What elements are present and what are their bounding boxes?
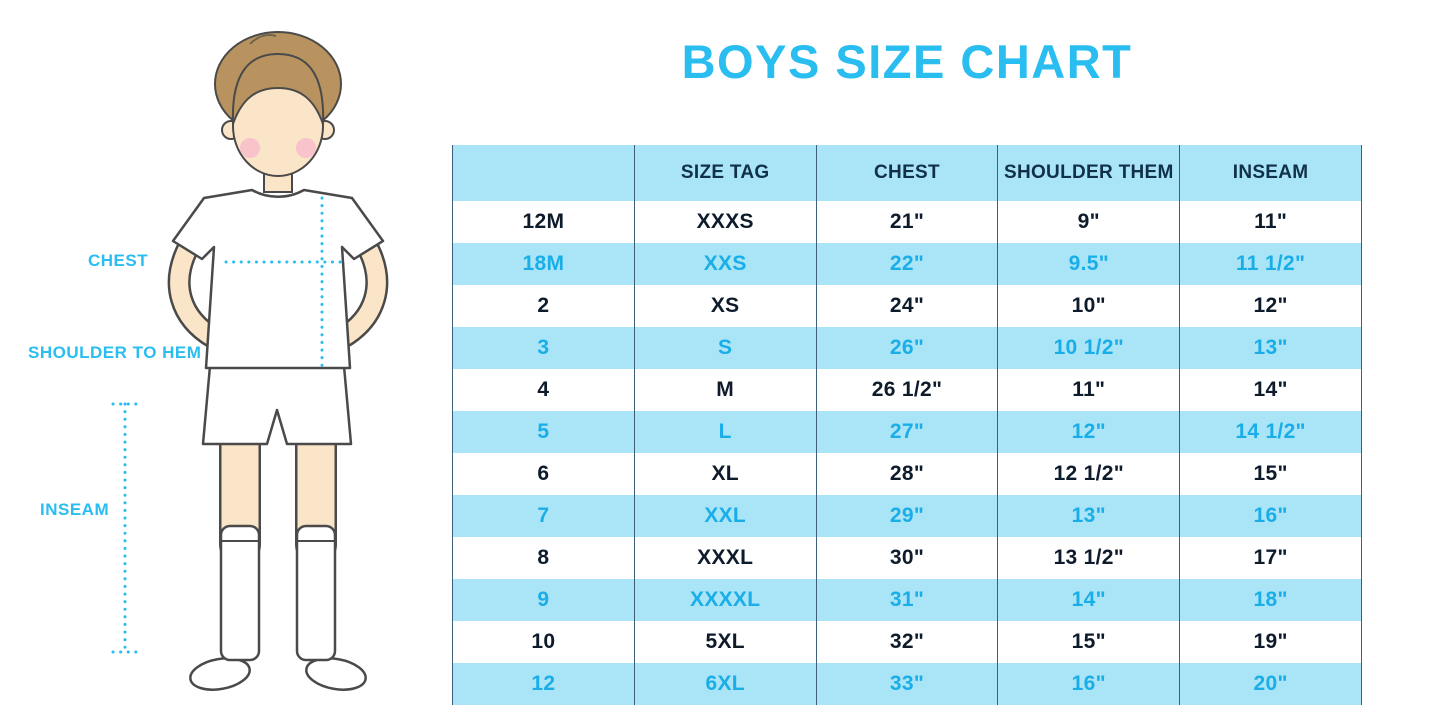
table-cell: 20" <box>1179 663 1362 705</box>
table-row: 2 XS 24" 10" 12" <box>452 285 1362 327</box>
table-cell: XXXL <box>633 537 817 579</box>
boy-blush-right <box>296 138 316 158</box>
table-cell: 8 <box>452 537 635 579</box>
boy-diagram: CHEST SHOULDER TO HEM INSEAM <box>0 0 445 723</box>
table-cell: XXL <box>633 495 817 537</box>
table-row: 10 5XL 32" 15" 19" <box>452 621 1362 663</box>
table-cell: 12 <box>452 663 635 705</box>
table-cell: 29" <box>815 495 999 537</box>
table-cell: 6 <box>452 453 635 495</box>
table-cell: 18M <box>452 243 635 285</box>
table-cell: 11" <box>997 369 1181 411</box>
table-cell: 13" <box>1179 327 1362 369</box>
table-row: 3 S 26" 10 1/2" 13" <box>452 327 1362 369</box>
page-title: BOYS SIZE CHART <box>681 35 1133 88</box>
table-cell: XXXXL <box>633 579 817 621</box>
table-cell: 17" <box>1179 537 1362 579</box>
table-cell: 13" <box>997 495 1181 537</box>
table-row: 6 XL 28" 12 1/2" 15" <box>452 453 1362 495</box>
table-cell: 13 1/2" <box>997 537 1181 579</box>
table-cell: 12" <box>1179 285 1362 327</box>
table-cell: 15" <box>1179 453 1362 495</box>
table-cell: 3 <box>452 327 635 369</box>
table-cell: 10 <box>452 621 635 663</box>
table-cell: 16" <box>1179 495 1362 537</box>
table-cell: 9.5" <box>997 243 1181 285</box>
table-cell: 14" <box>997 579 1181 621</box>
size-table-container: SIZE TAG CHEST SHOULDER THEM INSEAM 12M XXXS… <box>452 145 1362 705</box>
boy-hair-fringe <box>231 53 325 125</box>
boy-socks <box>189 524 367 691</box>
header-row: SIZE TAG CHEST SHOULDER THEM INSEAM <box>452 145 1362 201</box>
boy-shorts <box>201 364 353 446</box>
column-header: CHEST <box>815 145 999 201</box>
table-cell: XL <box>633 453 817 495</box>
table-cell: 32" <box>815 621 999 663</box>
table-cell: 9" <box>997 201 1181 243</box>
table-row: 4 M 26 1/2" 11" 14" <box>452 369 1362 411</box>
table-cell: 5 <box>452 411 635 453</box>
table-cell: M <box>633 369 817 411</box>
table-cell: 6XL <box>633 663 817 705</box>
table-cell: 26 1/2" <box>815 369 999 411</box>
table-cell: L <box>633 411 817 453</box>
table-cell: 15" <box>997 621 1181 663</box>
table-cell: 9 <box>452 579 635 621</box>
table-body: 12M XXXS 21" 9" 11" 18M XXS 22" 9.5" 11 1/2" 2 XS 24… <box>452 201 1362 705</box>
table-cell: 4 <box>452 369 635 411</box>
table-header: SIZE TAG CHEST SHOULDER THEM INSEAM <box>452 145 1362 201</box>
table-row: 18M XXS 22" 9.5" 11 1/2" <box>452 243 1362 285</box>
table-row: 5 L 27" 12" 14 1/2" <box>452 411 1362 453</box>
table-cell: 19" <box>1179 621 1362 663</box>
column-header: INSEAM <box>1179 145 1362 201</box>
table-row: 9 XXXXL 31" 14" 18" <box>452 579 1362 621</box>
table-cell: 10 1/2" <box>997 327 1181 369</box>
table-cell: 14" <box>1179 369 1362 411</box>
table-cell: 10" <box>997 285 1181 327</box>
chest-label: CHEST <box>88 251 149 270</box>
column-header: SHOULDER THEM <box>997 145 1181 201</box>
column-header <box>452 145 635 201</box>
table-cell: S <box>633 327 817 369</box>
boy-head <box>214 31 342 177</box>
table-cell: 18" <box>1179 579 1362 621</box>
table-cell: 30" <box>815 537 999 579</box>
table-cell: 16" <box>997 663 1181 705</box>
table-cell: 2 <box>452 285 635 327</box>
table-row: 8 XXXL 30" 13 1/2" 17" <box>452 537 1362 579</box>
size-table: SIZE TAG CHEST SHOULDER THEM INSEAM 12M XXXS… <box>452 145 1362 705</box>
table-cell: 11 1/2" <box>1179 243 1362 285</box>
table-row: 12M XXXS 21" 9" 11" <box>452 201 1362 243</box>
boy-illustration <box>111 31 389 691</box>
column-header: SIZE TAG <box>633 145 817 201</box>
boy-shirt <box>171 188 385 370</box>
table-cell: 7 <box>452 495 635 537</box>
table-row: 12 6XL 33" 16" 20" <box>452 663 1362 705</box>
table-cell: 31" <box>815 579 999 621</box>
table-cell: 33" <box>815 663 999 705</box>
table-cell: 14 1/2" <box>1179 411 1362 453</box>
table-cell: 27" <box>815 411 999 453</box>
inseam-label: INSEAM <box>40 500 110 519</box>
table-cell: 12M <box>452 201 635 243</box>
boy-blush-left <box>240 138 260 158</box>
shoulder-to-hem-label: SHOULDER TO HEM <box>28 343 202 362</box>
table-cell: 12" <box>997 411 1181 453</box>
table-cell: XXS <box>633 243 817 285</box>
table-cell: 22" <box>815 243 999 285</box>
table-cell: 21" <box>815 201 999 243</box>
measurement-lines <box>111 196 348 654</box>
table-cell: 28" <box>815 453 999 495</box>
table-cell: 26" <box>815 327 999 369</box>
table-cell: 24" <box>815 285 999 327</box>
table-cell: XXXS <box>633 201 817 243</box>
table-cell: XS <box>633 285 817 327</box>
boy-arms <box>167 236 389 350</box>
table-cell: 12 1/2" <box>997 453 1181 495</box>
table-cell: 5XL <box>633 621 817 663</box>
table-row: 7 XXL 29" 13" 16" <box>452 495 1362 537</box>
boy-hair-tuft <box>249 34 277 45</box>
table-cell: 11" <box>1179 201 1362 243</box>
